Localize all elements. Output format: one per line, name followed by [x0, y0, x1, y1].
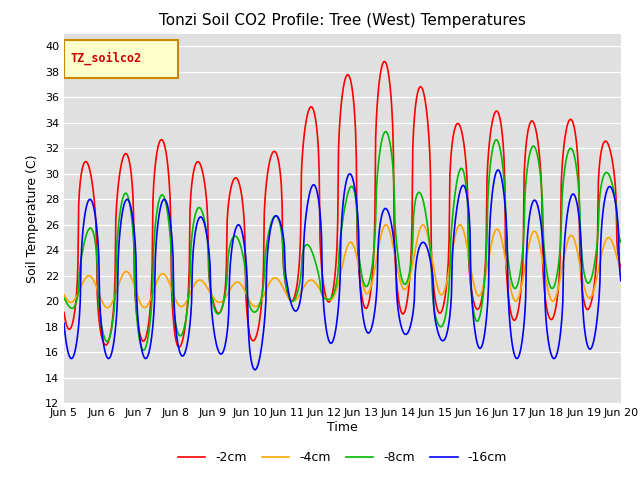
-2cm: [183, 308, 191, 313]
-8cm: [335, 263, 342, 268]
Line: -4cm: -4cm: [64, 225, 621, 308]
-4cm: [568, 232, 575, 238]
-2cm: [617, 265, 625, 271]
-8cm: [60, 295, 68, 301]
-4cm: [207, 291, 215, 297]
-4cm: [382, 222, 390, 228]
-8cm: [390, 172, 397, 178]
-4cm: [617, 268, 625, 274]
Line: -8cm: -8cm: [64, 132, 621, 350]
-2cm: [207, 289, 215, 295]
-8cm: [183, 309, 191, 315]
-16cm: [251, 367, 259, 372]
FancyBboxPatch shape: [64, 40, 178, 78]
-16cm: [568, 193, 575, 199]
-16cm: [444, 328, 451, 334]
Line: -2cm: -2cm: [64, 61, 621, 347]
Title: Tonzi Soil CO2 Profile: Tree (West) Temperatures: Tonzi Soil CO2 Profile: Tree (West) Temp…: [159, 13, 526, 28]
-4cm: [183, 298, 191, 303]
-2cm: [568, 117, 575, 122]
Line: -16cm: -16cm: [64, 170, 621, 370]
-8cm: [382, 129, 390, 134]
Legend: -2cm, -4cm, -8cm, -16cm: -2cm, -4cm, -8cm, -16cm: [173, 446, 512, 469]
-8cm: [140, 348, 147, 353]
-2cm: [390, 152, 397, 158]
-16cm: [389, 229, 397, 235]
-8cm: [207, 289, 215, 295]
X-axis label: Time: Time: [327, 421, 358, 434]
-16cm: [335, 303, 342, 309]
-8cm: [568, 145, 575, 151]
-2cm: [335, 145, 342, 151]
-2cm: [60, 310, 68, 315]
-8cm: [445, 292, 452, 298]
-16cm: [617, 278, 625, 284]
-16cm: [494, 167, 502, 173]
-16cm: [60, 320, 68, 326]
Text: TZ_soilco2: TZ_soilco2: [70, 52, 142, 65]
-4cm: [60, 292, 68, 298]
-16cm: [206, 265, 214, 271]
-4cm: [390, 245, 397, 251]
Y-axis label: Soil Temperature (C): Soil Temperature (C): [26, 154, 39, 283]
-2cm: [445, 258, 452, 264]
-4cm: [335, 279, 342, 285]
-16cm: [182, 346, 190, 351]
-2cm: [175, 344, 183, 350]
-2cm: [380, 59, 388, 64]
-4cm: [445, 271, 452, 277]
-8cm: [617, 239, 625, 245]
-4cm: [104, 305, 111, 311]
